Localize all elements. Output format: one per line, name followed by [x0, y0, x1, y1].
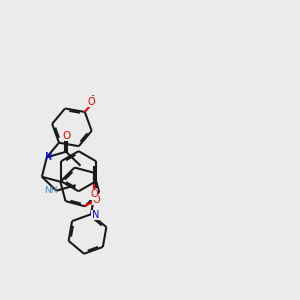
Text: N: N	[92, 210, 99, 220]
Text: O: O	[62, 130, 70, 140]
Text: O: O	[92, 195, 100, 205]
Text: N: N	[45, 152, 52, 162]
Text: O: O	[90, 189, 98, 200]
Text: O: O	[88, 97, 96, 107]
Text: NH: NH	[45, 186, 58, 195]
